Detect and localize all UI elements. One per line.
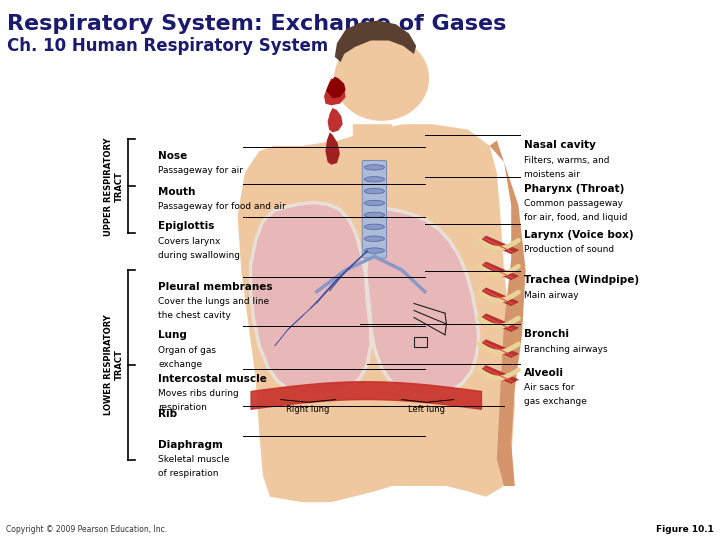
Polygon shape [238,124,515,502]
Text: Moves ribs during: Moves ribs during [158,389,239,398]
Polygon shape [490,140,526,486]
Ellipse shape [364,188,384,194]
Text: Alveoli: Alveoli [524,368,564,379]
Text: moistens air: moistens air [524,170,580,179]
Text: Cover the lungs and line: Cover the lungs and line [158,297,269,306]
Polygon shape [366,208,479,395]
Polygon shape [353,124,392,151]
Polygon shape [324,78,346,105]
Ellipse shape [364,248,384,253]
Text: Air sacs for: Air sacs for [524,383,575,393]
Text: Larynx (Voice box): Larynx (Voice box) [524,230,634,240]
Ellipse shape [364,165,384,170]
Text: Nose: Nose [158,151,188,161]
Text: Skeletal muscle: Skeletal muscle [158,455,230,464]
Text: Diaphragm: Diaphragm [158,440,223,450]
Text: Nasal cavity: Nasal cavity [524,140,596,151]
Text: Production of sound: Production of sound [524,245,614,254]
Polygon shape [325,132,340,165]
Text: Covers larynx: Covers larynx [158,237,221,246]
Text: LOWER RESPIRATORY
TRACT: LOWER RESPIRATORY TRACT [104,315,123,415]
Text: Epiglottis: Epiglottis [158,221,215,232]
Text: Pharynx (Throat): Pharynx (Throat) [524,184,624,194]
Text: of respiration: of respiration [158,469,219,478]
Text: Copyright © 2009 Pearson Education, Inc.: Copyright © 2009 Pearson Education, Inc. [6,524,167,534]
Text: Bronchi: Bronchi [524,329,569,340]
Text: Branching airways: Branching airways [524,345,608,354]
Text: Figure 10.1: Figure 10.1 [657,524,714,534]
Text: Left lung: Left lung [408,405,445,414]
Text: exchange: exchange [158,360,202,369]
FancyBboxPatch shape [362,160,387,258]
Ellipse shape [335,36,428,120]
Polygon shape [481,340,518,357]
Polygon shape [335,21,416,62]
Text: Filters, warms, and: Filters, warms, and [524,156,610,165]
Ellipse shape [364,200,384,206]
Text: Rib: Rib [158,409,178,420]
Polygon shape [481,366,518,383]
Text: Passageway for food and air: Passageway for food and air [158,202,286,211]
Text: Trachea (Windpipe): Trachea (Windpipe) [524,275,639,286]
Text: Common passageway: Common passageway [524,199,623,208]
Text: for air, food, and liquid: for air, food, and liquid [524,213,628,222]
Ellipse shape [364,236,384,241]
Text: Main airway: Main airway [524,291,579,300]
Text: UPPER RESPIRATORY
TRACT: UPPER RESPIRATORY TRACT [104,137,123,235]
Text: Intercostal muscle: Intercostal muscle [158,374,267,384]
Text: Ch. 10 Human Respiratory System: Ch. 10 Human Respiratory System [7,37,328,55]
Ellipse shape [364,224,384,230]
Text: Passageway for air: Passageway for air [158,166,243,176]
Text: respiration: respiration [158,403,207,412]
Text: the chest cavity: the chest cavity [158,311,231,320]
Text: Pleural membranes: Pleural membranes [158,282,273,292]
Polygon shape [251,202,371,395]
Polygon shape [481,236,518,254]
Text: Organ of gas: Organ of gas [158,346,217,355]
Text: gas exchange: gas exchange [524,397,587,407]
Ellipse shape [364,212,384,218]
Text: Lung: Lung [158,330,187,341]
Polygon shape [481,262,518,280]
Polygon shape [328,108,343,132]
Text: during swallowing: during swallowing [158,251,240,260]
Text: Respiratory System: Exchange of Gases: Respiratory System: Exchange of Gases [7,14,507,33]
Polygon shape [481,314,518,332]
Polygon shape [326,77,346,98]
Ellipse shape [364,177,384,182]
Polygon shape [481,288,518,306]
Text: Mouth: Mouth [158,187,196,197]
Text: Right lung: Right lung [287,405,330,414]
